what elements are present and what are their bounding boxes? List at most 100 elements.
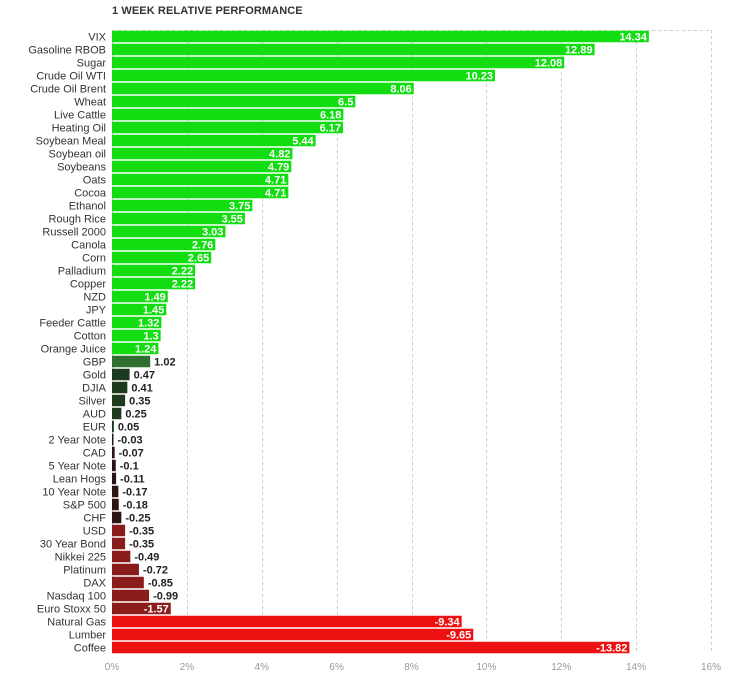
- category-label: 5 Year Note: [49, 461, 107, 473]
- data-label: 5.44: [292, 136, 314, 148]
- category-label: Feeder Cattle: [39, 318, 106, 330]
- category-label: Russell 2000: [42, 227, 106, 239]
- bar: [112, 576, 144, 589]
- bar: [112, 238, 216, 251]
- data-label: 2.22: [172, 279, 193, 291]
- x-tick-label: 10%: [476, 662, 496, 673]
- data-label: -0.25: [125, 513, 150, 525]
- data-label: 2.65: [188, 253, 209, 265]
- data-label: 12.89: [565, 45, 593, 57]
- category-label: CAD: [83, 448, 106, 460]
- category-label: Nasdaq 100: [47, 591, 106, 603]
- bar: [112, 316, 162, 329]
- bar: [112, 69, 495, 82]
- bar: [112, 82, 414, 95]
- category-label: EUR: [83, 422, 106, 434]
- data-label: 1.24: [135, 344, 157, 356]
- x-tick-label: 16%: [701, 662, 721, 673]
- category-label: VIX: [88, 32, 106, 44]
- bar: [112, 186, 289, 199]
- bar: [112, 199, 253, 212]
- data-label: -0.99: [153, 591, 178, 603]
- category-label: Cotton: [74, 331, 106, 343]
- x-tick-label: 12%: [551, 662, 571, 673]
- data-label: -0.49: [134, 552, 159, 564]
- category-label: Canola: [71, 240, 107, 252]
- data-label: 4.71: [265, 175, 286, 187]
- category-label: Crude Oil WTI: [36, 71, 106, 83]
- bar: [112, 173, 289, 186]
- bar: [112, 264, 196, 277]
- category-label: NZD: [83, 292, 106, 304]
- category-label: Heating Oil: [52, 123, 106, 135]
- data-label: 4.82: [269, 149, 290, 161]
- bar: [112, 615, 462, 628]
- category-label: GBP: [83, 357, 106, 369]
- bar: [112, 537, 126, 550]
- data-label: -9.65: [446, 630, 471, 642]
- category-label: Palladium: [58, 266, 106, 278]
- category-label: Corn: [82, 253, 106, 265]
- bar: [112, 628, 474, 641]
- bar: [112, 368, 130, 381]
- data-label: -0.35: [129, 526, 154, 538]
- category-label: AUD: [83, 409, 106, 421]
- category-label: Soybean oil: [49, 149, 107, 161]
- data-label: -0.18: [123, 500, 148, 512]
- x-tick-label: 2%: [180, 662, 195, 673]
- bar: [112, 459, 116, 472]
- data-label: 6.5: [338, 97, 353, 109]
- data-label: 0.25: [125, 409, 146, 421]
- data-label: 0.41: [131, 383, 152, 395]
- bar: [112, 550, 131, 563]
- data-label: 6.17: [320, 123, 341, 135]
- data-label: 3.03: [202, 227, 223, 239]
- data-label: 12.08: [535, 58, 563, 70]
- category-label: Gold: [83, 370, 106, 382]
- data-label: -0.35: [129, 539, 154, 551]
- bar: [112, 589, 150, 602]
- bar: [112, 472, 117, 485]
- bar: [112, 212, 245, 225]
- category-label: Cocoa: [74, 188, 107, 200]
- data-label: 0.35: [129, 396, 150, 408]
- bar: [112, 381, 128, 394]
- bar: [112, 95, 356, 108]
- data-label: 4.71: [265, 188, 286, 200]
- bar: [112, 446, 115, 459]
- data-label: 0.05: [118, 422, 139, 434]
- bar: [112, 251, 212, 264]
- data-label: 2.22: [172, 266, 193, 278]
- bar: [112, 394, 126, 407]
- category-label: Orange Juice: [41, 344, 106, 356]
- category-label: S&P 500: [63, 500, 106, 512]
- data-label: 14.34: [619, 32, 647, 44]
- bar: [112, 602, 171, 615]
- data-label: 0.47: [134, 370, 155, 382]
- bar: [112, 563, 139, 576]
- category-label: JPY: [86, 305, 107, 317]
- category-label: DJIA: [82, 383, 107, 395]
- data-label: -9.34: [435, 617, 461, 629]
- category-label: 2 Year Note: [49, 435, 107, 447]
- category-label: Soybean Meal: [36, 136, 106, 148]
- category-label: Wheat: [74, 97, 106, 109]
- bar: [112, 121, 343, 134]
- bar: [112, 43, 595, 56]
- category-label: Sugar: [77, 58, 107, 70]
- chart-title: 1 WEEK RELATIVE PERFORMANCE: [112, 5, 303, 17]
- category-label: 10 Year Note: [42, 487, 106, 499]
- category-label: Coffee: [74, 643, 106, 655]
- bar: [112, 511, 122, 524]
- category-label: Rough Rice: [49, 214, 106, 226]
- bar: [112, 433, 114, 446]
- data-label: 10.23: [465, 71, 493, 83]
- data-label: -0.07: [119, 448, 144, 460]
- category-label: Natural Gas: [47, 617, 106, 629]
- x-tick-label: 0%: [105, 662, 120, 673]
- category-label: Gasoline RBOB: [28, 45, 106, 57]
- data-label: 1.32: [138, 318, 159, 330]
- bar: [112, 329, 161, 342]
- bar: [112, 498, 119, 511]
